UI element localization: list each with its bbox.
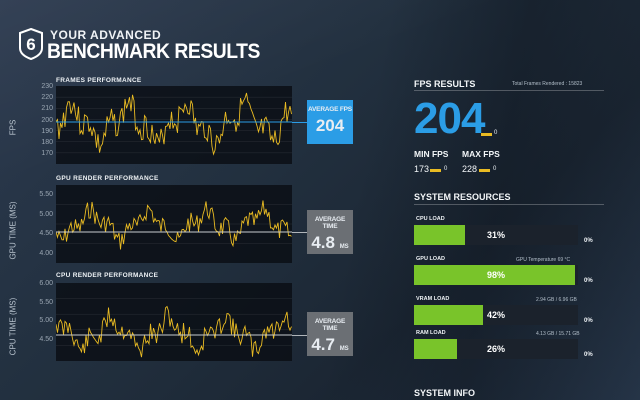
resource-right-value: 0% (584, 352, 593, 358)
min-fps-bar (430, 169, 441, 172)
min-fps-value: 173 (414, 164, 430, 174)
gpu-chart-title: GPU RENDER PERFORMANCE (56, 175, 159, 182)
frames-tick-label: 210 (41, 105, 53, 113)
cpu-connector (292, 335, 307, 336)
min-fps-zero: 0 (444, 166, 448, 172)
resource-note: 4.13 GB / 15.71 GB (536, 331, 580, 337)
gpu-average-time-value: 4.8 (311, 233, 335, 252)
cpu-tick-label: 5.00 (39, 317, 53, 324)
resource-percent: 42% (486, 310, 505, 320)
total-frames-text: Total Frames Rendered : 15823 (512, 81, 583, 87)
gpu-tick-label: 4.00 (39, 249, 53, 257)
resource-right-value: 0% (584, 278, 593, 284)
gpu-average-time-box: AVERAGE TIME 4.8 MS (307, 210, 353, 254)
performance-trace (56, 92, 292, 156)
page-title: BENCHMARK RESULTS (47, 40, 260, 63)
max-fps-bar (479, 169, 490, 172)
frames-tick-label: 190 (41, 127, 53, 135)
resource-percent: 26% (486, 344, 505, 354)
resource-bar-fill (414, 225, 465, 245)
resource-label: CPU LOAD (416, 216, 445, 222)
resource-bar-track: 42% (414, 305, 578, 325)
frames-tick-label: 200 (41, 116, 53, 124)
performance-trace (56, 200, 292, 250)
cpu-chart (56, 283, 292, 361)
frames-tick-label: 180 (41, 139, 53, 146)
resource-right-value: 0% (584, 238, 593, 244)
fps-results-divider (414, 90, 604, 91)
cpu-tick-label: 4.50 (39, 335, 53, 343)
cpu-tick-label: 5.50 (39, 298, 53, 306)
resource-right-value: 0% (584, 318, 593, 324)
gpu-connector (292, 232, 307, 233)
fps-results-heading: FPS RESULTS (414, 79, 476, 89)
cpu-average-time-value: 4.7 (311, 335, 335, 354)
performance-trace (56, 305, 292, 358)
resource-note: GPU Temperature 69 °C (516, 257, 571, 263)
max-fps-label: MAX FPS (462, 149, 500, 159)
gpu-tick-label: 4.50 (39, 230, 53, 237)
frames-connector (292, 122, 307, 123)
frames-tick-label: 170 (41, 150, 53, 158)
frames-chart-title: FRAMES PERFORMANCE (56, 77, 142, 84)
frames-tick-label: 220 (41, 94, 53, 102)
logo-digit: 6 (26, 35, 35, 54)
gpu-tick-label: 5.50 (39, 191, 53, 198)
cpu-chart-title: CPU RENDER PERFORMANCE (56, 272, 159, 279)
max-fps-zero: 0 (493, 166, 497, 172)
resource-label: GPU LOAD (416, 256, 446, 262)
fps-big-zero: 0 (494, 130, 498, 136)
resource-percent: 31% (486, 230, 505, 240)
resource-bar-fill (414, 265, 575, 285)
resource-bar-fill (414, 305, 483, 325)
gpu-average-time-label: AVERAGE TIME (314, 216, 346, 230)
cpu-average-time-unit: MS (339, 346, 349, 352)
max-fps-value: 228 (462, 164, 478, 174)
resource-bar-track: 98% (414, 265, 578, 285)
fps-big-value: 204 (414, 94, 485, 143)
gpu-tick-label: 5.00 (39, 210, 53, 218)
gpu-average-time-unit: MS (339, 244, 349, 250)
average-fps-label: AVERAGE FPS (308, 106, 352, 113)
fps-big-bar (481, 133, 492, 136)
resource-bar-fill (414, 339, 457, 359)
frames-ylabel: FPS (8, 119, 18, 136)
system-resources-heading: SYSTEM RESOURCES (414, 192, 511, 202)
average-fps-value: 204 (315, 116, 345, 135)
cpu-average-time-label: AVERAGE TIME (314, 318, 346, 332)
resource-bar-track: 31% (414, 225, 578, 245)
cpu-tick-label: 6.00 (39, 280, 53, 287)
header-subtitle: YOUR ADVANCED (50, 28, 162, 42)
cpu-average-time-box: AVERAGE TIME 4.7 MS (307, 312, 353, 356)
system-resources-divider (414, 204, 604, 205)
resource-label: RAM LOAD (416, 330, 446, 336)
resource-note: 2.94 GB / 6.96 GB (536, 297, 577, 303)
average-fps-box: AVERAGE FPS 204 (307, 100, 353, 144)
system-info-heading: SYSTEM INFO (414, 388, 476, 398)
frames-tick-label: 230 (41, 83, 53, 90)
cpu-ylabel: CPU TIME (MS) (8, 297, 18, 356)
resource-label: VRAM LOAD (416, 296, 450, 302)
gpu-ylabel: GPU TIME (MS) (8, 201, 18, 260)
frames-chart (56, 86, 292, 164)
resource-bar-track: 26% (414, 339, 578, 359)
gpu-chart (56, 185, 292, 263)
resource-percent: 98% (486, 270, 505, 280)
rainbow-six-logo-icon: 6 (19, 28, 43, 60)
min-fps-label: MIN FPS (414, 149, 449, 159)
